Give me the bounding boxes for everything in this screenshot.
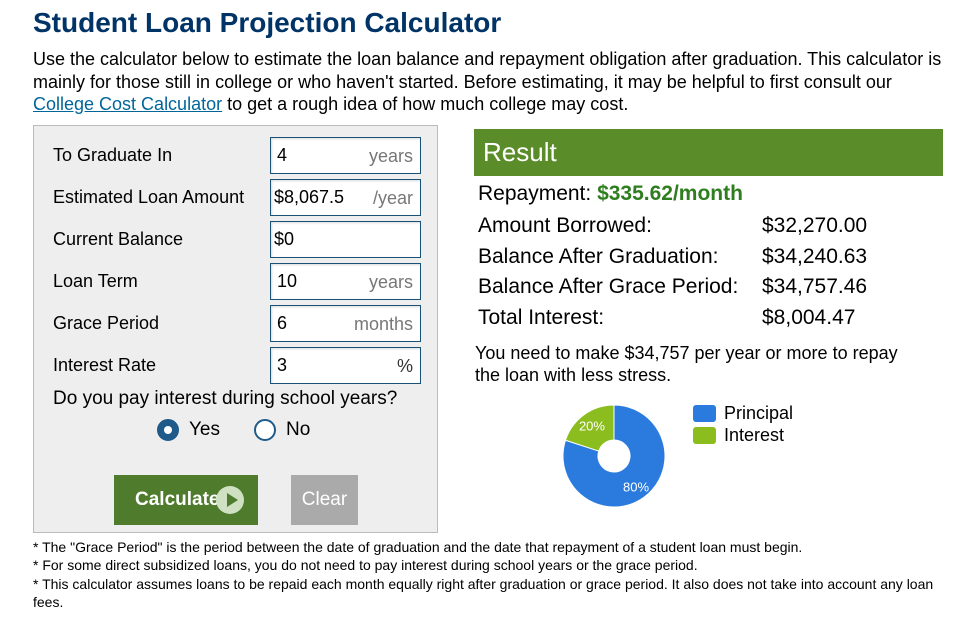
result-heading: Result (474, 129, 943, 176)
amount-borrowed-value: $32,270.00 (762, 214, 868, 237)
repayment-line: Repayment: $335.62/month (478, 181, 743, 207)
pie-label-principal: 80% (623, 479, 649, 494)
interest-rate-label: Interest Rate (53, 355, 157, 375)
balance-after-graduation-label: Balance After Graduation: (478, 245, 719, 268)
repayment-value: $335.62/month (597, 182, 743, 205)
grace-period-label: Grace Period (53, 313, 160, 333)
play-icon (216, 486, 244, 514)
grace-period-input[interactable] (271, 306, 420, 341)
legend-principal-swatch (693, 405, 716, 422)
balance-after-grace-label: Balance After Grace Period: (478, 275, 739, 298)
graduate-in-field[interactable]: years (270, 137, 421, 174)
radio-no[interactable]: No (254, 417, 310, 443)
radio-yes[interactable]: Yes (157, 417, 220, 443)
current-balance-field[interactable] (270, 221, 421, 258)
interest-rate-field[interactable]: % (270, 347, 421, 384)
radio-yes-label[interactable]: Yes (189, 419, 220, 440)
loan-amount-unit: /year (372, 188, 413, 208)
footnote-grace-period: * The "Grace Period" is the period betwe… (33, 539, 803, 555)
intro-text-after: to get a rough idea of how much college … (222, 94, 629, 114)
calculate-button[interactable]: Calculate (114, 475, 258, 525)
radio-no-button[interactable] (254, 419, 276, 441)
graduate-in-input[interactable] (271, 138, 420, 173)
grace-period-unit: months (353, 314, 413, 334)
repayment-label: Repayment: (478, 182, 598, 205)
balance-after-graduation-value: $34,240.63 (762, 245, 868, 268)
radio-no-label[interactable]: No (286, 419, 311, 440)
pie-slice-principal (562, 404, 666, 508)
legend-interest: Interest (693, 425, 784, 446)
principal-interest-pie-chart: 80% 20% (562, 404, 666, 508)
footnotes: * The "Grace Period" is the period betwe… (33, 538, 943, 611)
stress-note: You need to make $34,757 per year or mor… (475, 343, 898, 385)
legend-principal: Principal (693, 403, 793, 424)
interest-rate-unit: % (396, 356, 413, 376)
amount-borrowed-label: Amount Borrowed: (478, 214, 652, 237)
footnote-subsidized: * For some direct subsidized loans, you … (33, 557, 698, 574)
page-title: Student Loan Projection Calculator (33, 7, 502, 38)
grace-period-field[interactable]: months (270, 305, 421, 342)
balance-after-grace-value: $34,757.46 (762, 275, 868, 298)
current-balance-input[interactable] (271, 222, 420, 257)
interest-during-school-question: Do you pay interest during school years? (53, 388, 398, 409)
clear-button[interactable]: Clear (291, 475, 358, 525)
calculator-form: To Graduate In years Estimated Loan Amou… (33, 125, 438, 533)
calculate-button-label: Calculate (135, 489, 220, 510)
college-cost-calculator-link[interactable]: College Cost Calculator (33, 94, 223, 114)
intro-paragraph: Use the calculator below to estimate the… (33, 48, 943, 116)
graduate-in-unit: years (368, 146, 413, 166)
loan-term-label: Loan Term (53, 271, 138, 291)
legend-interest-swatch (693, 427, 716, 444)
total-interest-value: $8,004.47 (762, 306, 856, 329)
footnote-assumptions: * This calculator assumes loans to be re… (33, 575, 934, 610)
radio-yes-button[interactable] (157, 419, 179, 441)
loan-amount-field[interactable]: /year (270, 179, 421, 216)
loan-term-input[interactable] (271, 264, 420, 299)
legend-principal-label: Principal (724, 403, 794, 423)
total-interest-label: Total Interest: (478, 306, 605, 329)
legend-interest-label: Interest (724, 425, 785, 445)
pie-slice-interest (564, 404, 615, 452)
loan-term-field[interactable]: years (270, 263, 421, 300)
pie-label-interest: 20% (579, 419, 605, 434)
graduate-in-label: To Graduate In (53, 145, 173, 165)
intro-text-before: Use the calculator below to estimate the… (33, 49, 942, 92)
loan-term-unit: years (368, 272, 413, 292)
current-balance-label: Current Balance (53, 229, 184, 249)
interest-rate-input[interactable] (271, 348, 420, 383)
loan-amount-input[interactable] (271, 180, 420, 215)
loan-amount-label: Estimated Loan Amount (53, 187, 245, 207)
